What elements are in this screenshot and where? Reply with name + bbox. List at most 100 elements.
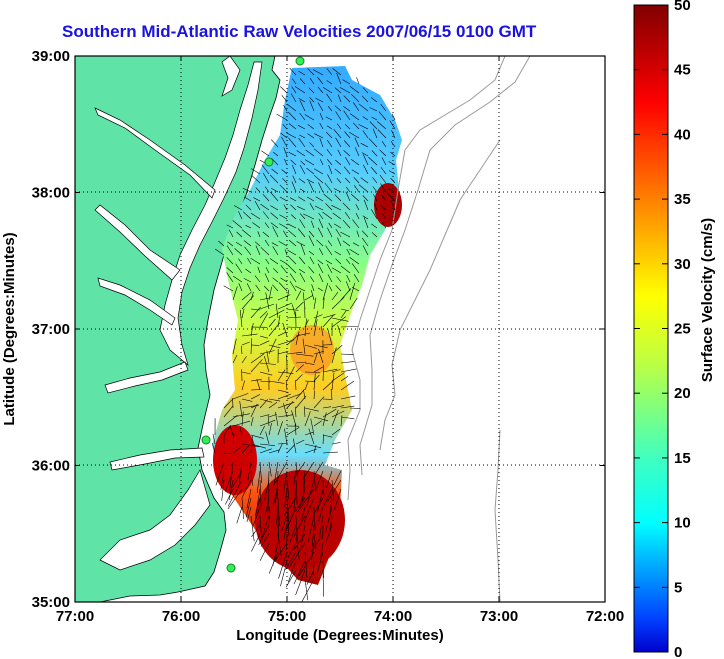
velocity-vector (251, 168, 261, 175)
velocity-vector (355, 212, 360, 220)
velocity-vector (285, 354, 288, 364)
velocity-vector (274, 479, 279, 504)
velocity-vector (238, 283, 243, 292)
velocity-vector (298, 256, 306, 265)
velocity-vector (352, 242, 360, 247)
velocity-vector (294, 423, 297, 436)
velocity-vector (232, 286, 238, 301)
velocity-vector (353, 176, 360, 184)
velocity-vector (286, 289, 290, 301)
velocity-vector (283, 403, 288, 418)
velocity-vector (304, 114, 315, 121)
velocity-vector (373, 194, 378, 202)
velocity-vector (306, 569, 315, 585)
velocity-vector (295, 388, 305, 400)
velocity-vector (278, 282, 288, 292)
velocity-vector (244, 196, 252, 202)
y-tick-label: 39:00 (32, 48, 70, 65)
velocity-vector (279, 223, 288, 229)
velocity-vector (331, 409, 339, 427)
velocity-vector (292, 175, 297, 184)
velocity-vector (340, 265, 351, 274)
velocity-vector (344, 131, 351, 139)
velocity-vector (318, 273, 324, 283)
velocity-vector (282, 124, 288, 130)
velocity-vector (250, 258, 261, 265)
velocity-vector (259, 542, 270, 561)
velocity-vector (259, 425, 265, 436)
velocity-vector (259, 398, 273, 403)
velocity-vector (253, 197, 261, 202)
velocity-vector (313, 310, 319, 328)
velocity-vector (260, 247, 270, 256)
velocity-vector (269, 258, 279, 265)
velocity-vector (288, 123, 297, 130)
velocity-vector (368, 138, 378, 148)
colorbar-tick-label: 50 (674, 0, 691, 14)
velocity-vector (349, 249, 360, 256)
velocity-vector (311, 290, 315, 301)
velocity-vector (388, 170, 396, 175)
velocity-vector (255, 245, 261, 256)
velocity-vector (293, 438, 297, 454)
velocity-vector (326, 149, 333, 157)
velocity-vector (273, 461, 288, 486)
velocity-vector (241, 411, 244, 427)
velocity-vector (295, 395, 307, 409)
velocity-vector (277, 497, 280, 527)
velocity-vector (349, 113, 360, 121)
velocity-vector (241, 371, 251, 375)
velocity-vector (212, 443, 216, 454)
velocity-vector (223, 398, 234, 409)
velocity-vector (229, 425, 234, 436)
velocity-vector (311, 284, 315, 292)
velocity-vector (247, 461, 252, 482)
velocity-vector (306, 178, 315, 184)
velocity-vector (363, 217, 369, 229)
velocity-vector (239, 401, 243, 418)
velocity-vector (261, 164, 270, 175)
velocity-vector (317, 287, 324, 292)
velocity-vector (325, 524, 333, 542)
velocity-vector (343, 105, 351, 112)
velocity-vector (259, 335, 268, 339)
velocity-vector (295, 479, 298, 505)
velocity-vector (340, 395, 356, 400)
velocity-vector (349, 282, 356, 301)
velocity-vector (390, 177, 396, 184)
velocity-vector (354, 147, 360, 157)
velocity-vector (353, 274, 360, 283)
velocity-vector (286, 426, 300, 436)
velocity-vector (363, 199, 369, 211)
velocity-vector (317, 227, 324, 238)
velocity-vector (241, 229, 252, 238)
velocity-vector (349, 131, 360, 139)
velocity-vector (303, 497, 315, 523)
velocity-vector (322, 364, 324, 382)
velocity-vector (238, 258, 243, 265)
velocity-vector (277, 442, 283, 454)
velocity-vector (297, 228, 306, 238)
velocity-vector (379, 174, 387, 184)
velocity-vector (390, 200, 396, 211)
velocity-vector (277, 331, 287, 337)
velocity-vector (313, 297, 317, 310)
velocity-vector (272, 277, 279, 283)
velocity-vector (280, 259, 288, 265)
velocity-vector (362, 130, 369, 139)
x-axis-label: Longitude (Degrees:Minutes) (236, 627, 444, 644)
velocity-vector (314, 470, 324, 492)
y-tick-label: 36:00 (32, 458, 70, 475)
velocity-vector (264, 497, 270, 517)
velocity-vector (256, 470, 261, 494)
velocity-vector (259, 414, 270, 418)
velocity-vector (349, 86, 360, 94)
velocity-vector (245, 225, 252, 229)
velocity-vector (241, 497, 244, 520)
velocity-vector (259, 297, 273, 301)
velocity-vector (313, 366, 324, 373)
velocity-vector (335, 159, 342, 166)
velocity-vector (281, 136, 288, 148)
river-rappahannock (97, 277, 176, 326)
